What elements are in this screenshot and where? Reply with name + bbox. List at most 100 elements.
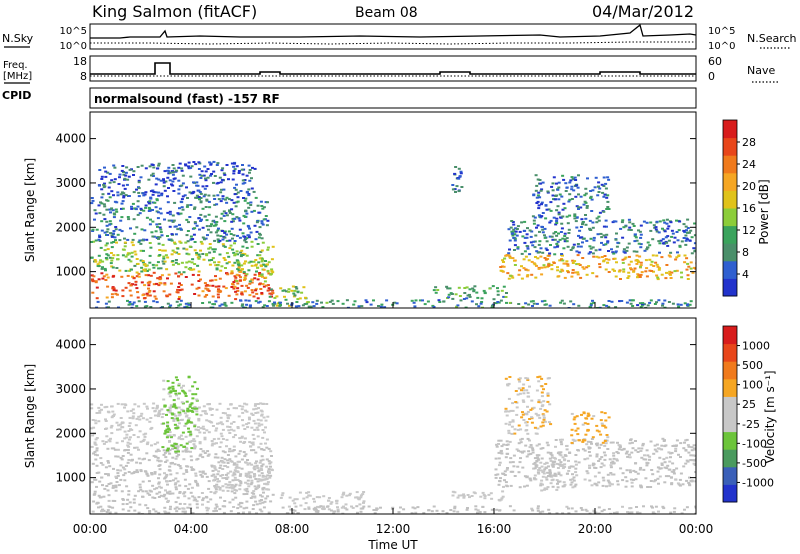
scatter-cell (639, 484, 643, 487)
scatter-cell (232, 287, 236, 290)
scatter-cell (146, 492, 150, 495)
scatter-cell (577, 304, 581, 307)
scatter-cell (102, 275, 106, 278)
scatter-cell (266, 289, 270, 292)
scatter-cell (508, 248, 511, 251)
scatter-cell (212, 250, 216, 253)
scatter-cell (171, 170, 174, 173)
scatter-cell (462, 495, 466, 498)
scatter-cell (91, 228, 95, 231)
scatter-cell (234, 466, 238, 469)
scatter-cell (546, 392, 550, 395)
scatter-cell (278, 304, 282, 307)
scatter-cell (213, 198, 217, 200)
scatter-cell (293, 502, 297, 505)
scatter-cell (162, 398, 166, 401)
scatter-cell (112, 467, 115, 470)
scatter-cell (203, 193, 207, 196)
scatter-cell (260, 220, 264, 223)
scatter-cell (584, 201, 588, 204)
scatter-cell (562, 178, 566, 181)
scatter-cell (197, 419, 201, 422)
scatter-cell (149, 218, 152, 221)
colorbar-tick-label: 4 (742, 268, 749, 281)
scatter-cell (177, 192, 181, 195)
scatter-cell (579, 195, 583, 198)
scatter-cell (182, 410, 186, 413)
scatter-cell (572, 189, 576, 192)
scatter-cell (102, 213, 106, 216)
scatter-cell (675, 231, 679, 233)
scatter-cell (114, 475, 118, 478)
scatter-cell (236, 471, 240, 474)
scatter-cell (262, 285, 266, 288)
scatter-cell (502, 265, 506, 268)
scatter-cell (298, 491, 302, 494)
scatter-cell (218, 446, 222, 448)
scatter-cell (131, 417, 135, 420)
scatter-cell (184, 469, 188, 472)
scatter-cell (108, 172, 112, 175)
scatter-cell (219, 432, 223, 435)
scatter-cell (551, 485, 555, 488)
scatter-cell (327, 508, 331, 511)
scatter-cell (634, 462, 638, 465)
scatter-cell (160, 234, 164, 237)
scatter-cell (511, 257, 515, 260)
scatter-cell (521, 413, 525, 416)
scatter-cell (177, 406, 181, 409)
scatter-cell (661, 302, 665, 305)
scatter-cell (195, 196, 199, 199)
scatter-cell (536, 509, 540, 512)
scatter-cell (256, 278, 260, 281)
scatter-cell (110, 179, 114, 182)
scatter-cell (634, 470, 638, 473)
scatter-cell (508, 421, 512, 424)
scatter-cell (263, 500, 267, 503)
scatter-cell (104, 244, 108, 247)
scatter-cell (120, 421, 124, 424)
scatter-cell (173, 251, 177, 254)
scatter-cell (648, 458, 651, 461)
scatter-cell (504, 377, 508, 380)
scatter-cell (604, 268, 608, 271)
scatter-cell (603, 454, 607, 457)
scatter-cell (260, 472, 264, 475)
scatter-cell (453, 507, 457, 510)
scatter-cell (251, 433, 255, 436)
scatter-cell (254, 287, 258, 290)
scatter-cell (253, 474, 257, 477)
scatter-cell (243, 239, 247, 242)
velocity-colorbar-label: Velocity [m s⁻¹] (763, 370, 777, 463)
scatter-cell (258, 474, 261, 477)
scatter-cell (284, 298, 288, 301)
scatter-cell (575, 474, 579, 477)
scatter-cell (668, 270, 672, 273)
scatter-cell (195, 398, 199, 401)
x-tick-label: 12:00 (376, 522, 411, 536)
scatter-cell (250, 442, 254, 444)
scatter-cell (176, 228, 180, 231)
scatter-cell (682, 447, 686, 450)
scatter-cell (565, 260, 569, 263)
scatter-cell (657, 267, 661, 270)
scatter-cell (254, 264, 257, 267)
scatter-cell (243, 253, 247, 256)
scatter-cell (512, 228, 516, 231)
scatter-cell (162, 181, 166, 184)
scatter-cell (219, 441, 223, 444)
scatter-cell (95, 412, 99, 414)
scatter-cell (584, 217, 588, 220)
scatter-cell (556, 486, 560, 489)
scatter-cell (129, 260, 133, 263)
scatter-cell (502, 261, 505, 263)
scatter-cell (261, 488, 265, 491)
scatter-cell (163, 260, 167, 263)
scatter-cell (221, 197, 225, 200)
scatter-cell (575, 184, 579, 187)
scatter-cell (249, 497, 253, 499)
scatter-cell (216, 293, 220, 296)
scatter-cell (90, 403, 94, 406)
scatter-cell (220, 265, 224, 268)
scatter-cell (200, 170, 204, 173)
